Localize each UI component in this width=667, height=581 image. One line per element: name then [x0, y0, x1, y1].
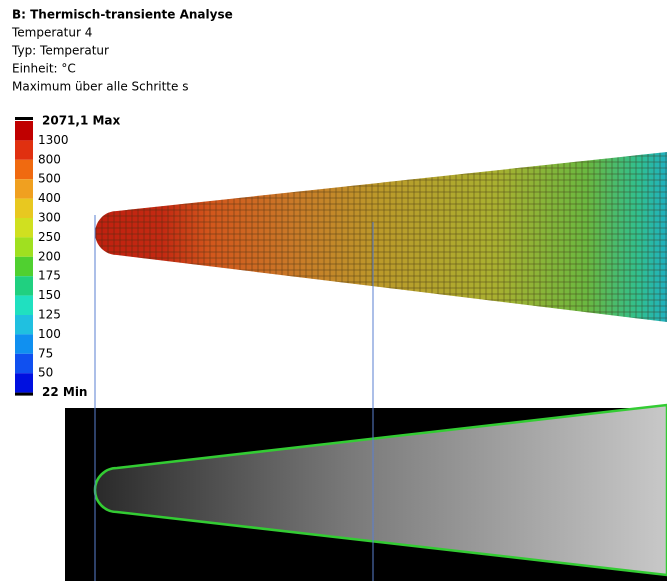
legend-label: 22 Min: [42, 385, 87, 399]
legend-label: 1300: [38, 133, 69, 147]
legend-min-band: [15, 393, 33, 396]
legend-label: 300: [38, 211, 61, 225]
legend-max-band: [15, 117, 33, 120]
legend-band: [15, 296, 33, 315]
legend-band: [15, 121, 33, 140]
legend-band: [15, 276, 33, 295]
legend-band: [15, 373, 33, 392]
legend-band: [15, 179, 33, 198]
header-line: Temperatur 4: [11, 26, 92, 40]
legend-bar: [15, 117, 33, 396]
mesh-grid: [95, 152, 667, 322]
legend-label: 125: [38, 308, 61, 322]
legend-label: 500: [38, 172, 61, 186]
legend-label: 250: [38, 230, 61, 244]
legend-band: [15, 140, 33, 159]
legend-band: [15, 315, 33, 334]
legend-label: 200: [38, 249, 61, 263]
legend-label: 175: [38, 269, 61, 283]
legend-band: [15, 237, 33, 256]
page: B: Thermisch-transiente Analyse Temperat…: [0, 0, 667, 581]
legend-band: [15, 218, 33, 237]
header-line: Maximum über alle Schritte s: [12, 80, 188, 94]
legend-label: 100: [38, 327, 61, 341]
header-lines: Temperatur 4 Typ: Temperatur Einheit: °C Ma…: [11, 26, 188, 94]
legend-label: 400: [38, 191, 61, 205]
legend-label: 50: [38, 366, 53, 380]
legend-band: [15, 199, 33, 218]
legend-label: 800: [38, 152, 61, 166]
legend-label: 75: [38, 346, 53, 360]
legend-band: [15, 334, 33, 353]
header-line: Typ: Temperatur: [11, 44, 109, 58]
legend-band: [15, 160, 33, 179]
header-title: B: Thermisch-transiente Analyse: [12, 8, 233, 22]
screen: B: Thermisch-transiente Analyse Temperat…: [0, 0, 667, 581]
legend-labels: 2071,1 Max 1300 800 500 400 300 250 200 175 150 12…: [38, 114, 121, 400]
header-line: Einheit: °C: [12, 62, 76, 76]
legend-label: 150: [38, 288, 61, 302]
legend-band: [15, 257, 33, 276]
legend-label: 2071,1 Max: [42, 114, 121, 128]
legend-band: [15, 354, 33, 373]
